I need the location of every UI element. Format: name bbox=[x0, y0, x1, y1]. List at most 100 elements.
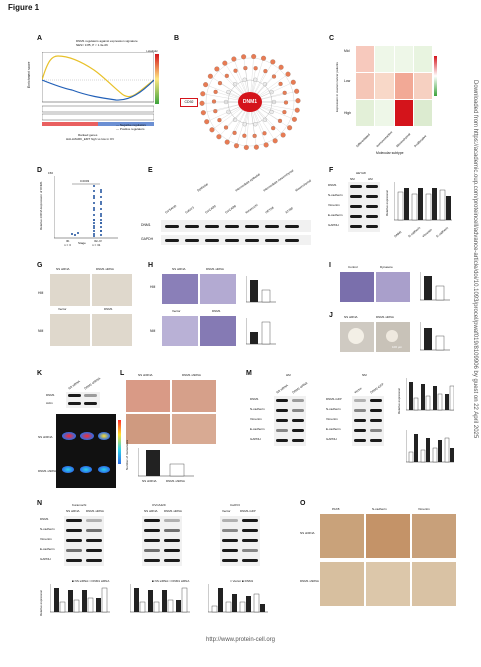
scatter-point bbox=[100, 226, 102, 228]
m-group-0: HM bbox=[286, 373, 291, 377]
o-row-1: DNM1 shRNA bbox=[300, 579, 319, 583]
network-node bbox=[199, 100, 205, 106]
scatter-point bbox=[71, 233, 73, 235]
h-col2-1: DNM1 bbox=[212, 309, 221, 313]
heatmap-cell bbox=[413, 46, 432, 72]
l-x-1: DNM1 shRNA bbox=[166, 479, 185, 483]
heatmap-row-mid: Mid bbox=[344, 49, 350, 53]
network-node bbox=[261, 55, 267, 61]
footer-url[interactable]: http://www.protein-cell.org bbox=[205, 637, 276, 643]
scatter-point bbox=[100, 213, 102, 215]
scatter-point bbox=[100, 215, 102, 217]
network-node bbox=[216, 134, 222, 140]
network-node bbox=[204, 119, 210, 125]
n-line-1: OVCA429 bbox=[152, 503, 166, 507]
m-blot-2 bbox=[352, 396, 384, 446]
scatter-point bbox=[93, 235, 95, 237]
panel-label-o: O bbox=[300, 500, 306, 507]
l-zoom-ns bbox=[126, 414, 170, 444]
m-band2-3: E-cadherin bbox=[326, 427, 341, 431]
g-image-nm-dnm1 bbox=[92, 314, 132, 346]
heatmap-cell bbox=[356, 46, 375, 72]
figure-title: Figure 1 bbox=[8, 3, 40, 12]
network-node bbox=[262, 82, 268, 87]
scatter-point bbox=[100, 196, 102, 198]
f-col-0: NM bbox=[350, 177, 355, 181]
m-band-3: E-cadherin bbox=[250, 427, 265, 431]
scatter-point bbox=[93, 230, 95, 232]
l-x-0: NS shRNA bbox=[142, 479, 157, 483]
panel-a-gsea: DNM1 regulators against expression signa… bbox=[27, 39, 166, 150]
f-x-3: E-cadherin bbox=[435, 225, 450, 239]
k-blot bbox=[66, 392, 100, 408]
gsea-plot bbox=[42, 52, 154, 126]
m-col-0: NS siRNA bbox=[275, 383, 289, 395]
network-node bbox=[278, 64, 284, 70]
network-node bbox=[280, 132, 286, 138]
n-legend-3: □ Vector ■ DNM1 bbox=[230, 579, 254, 583]
n-band-0: DNM1 bbox=[40, 517, 49, 521]
m-band-0: DNM1 bbox=[250, 397, 259, 401]
f-ylabel: Relative expression bbox=[385, 189, 389, 216]
network-node bbox=[277, 118, 283, 124]
scatter-point bbox=[93, 190, 95, 192]
n-col-0: NS siRNA bbox=[66, 509, 80, 513]
f-x-0: DNM1 bbox=[393, 229, 403, 239]
o-ihc-ns-pax8 bbox=[320, 514, 364, 558]
heatmap-cell bbox=[356, 100, 375, 126]
heatmap-cell bbox=[394, 100, 413, 126]
network-node bbox=[272, 138, 278, 144]
h-row-0: HM bbox=[150, 285, 156, 289]
n-blot-1 bbox=[64, 516, 104, 566]
f-col-1: HM bbox=[368, 177, 373, 181]
heatmap-cell bbox=[413, 73, 432, 99]
network-node bbox=[200, 110, 206, 116]
m-band2-0: DNM1-GFP bbox=[326, 397, 342, 401]
scatter-point bbox=[93, 197, 95, 199]
gsea-colorbar-label: t-statistic bbox=[146, 49, 158, 53]
network-node bbox=[262, 131, 267, 136]
panel-label-i: I bbox=[329, 262, 331, 269]
h-col-1: DNM1 siRNA bbox=[206, 267, 224, 271]
g-col2-0: Vector bbox=[58, 307, 67, 311]
o-ihc-dnm1-ncad bbox=[366, 562, 410, 606]
gsea-legend-positive: — Positive regulators bbox=[116, 127, 145, 131]
g-col2-1: DNM1 bbox=[104, 307, 113, 311]
f-band-2: Vimentin bbox=[328, 203, 340, 207]
network-node bbox=[271, 126, 276, 131]
panel-k: NS siRNA DNM1 shRNA DNM1 Actin NS shRNA … bbox=[38, 374, 126, 492]
m-band2-1: N-cadherin bbox=[326, 407, 341, 411]
o-ihc-ns-ncad bbox=[366, 514, 410, 558]
heatmap-col-3: Proliferative bbox=[413, 134, 428, 149]
scatter-point bbox=[100, 222, 102, 224]
h-image-nm-vector bbox=[162, 316, 198, 346]
network-node bbox=[270, 59, 276, 65]
g-row-0: HM bbox=[38, 291, 44, 295]
network-node bbox=[294, 88, 300, 94]
e-band-label-1: GAPDH bbox=[141, 237, 154, 241]
k-band-1: Actin bbox=[46, 401, 53, 405]
i-col-1: Dynasore bbox=[380, 265, 393, 269]
f-x-2: Vimentin bbox=[421, 227, 433, 239]
e-line-4: Kuramochi bbox=[244, 202, 259, 215]
heatmap-cell bbox=[394, 46, 413, 72]
panel-label-g: G bbox=[37, 262, 43, 269]
m-blot-1 bbox=[274, 396, 306, 446]
network-node bbox=[251, 54, 257, 60]
e-line-0: OVSAHO bbox=[164, 203, 178, 215]
g-col-1: DNM1 siRNA bbox=[96, 267, 114, 271]
network-node bbox=[253, 66, 258, 71]
e-group-1: Intermediate epithelial bbox=[234, 172, 261, 193]
scatter-group-1: IIIc-IV bbox=[94, 239, 102, 243]
f-x-1: N-cadherin bbox=[407, 225, 422, 239]
m-band2-2: Vimentin bbox=[326, 417, 338, 421]
scatter-point bbox=[93, 214, 95, 216]
gsea-xlabel: Ranked genes bbox=[78, 133, 98, 137]
scatter-point bbox=[93, 202, 95, 204]
m-band2-4: GAPDH bbox=[326, 437, 337, 441]
n-col2-1: DNM1-GFP bbox=[240, 509, 256, 513]
e-group-0: Epithelial bbox=[196, 182, 209, 193]
network-node bbox=[253, 122, 258, 127]
network-node bbox=[203, 82, 209, 88]
m-group-1: NM bbox=[362, 373, 367, 377]
